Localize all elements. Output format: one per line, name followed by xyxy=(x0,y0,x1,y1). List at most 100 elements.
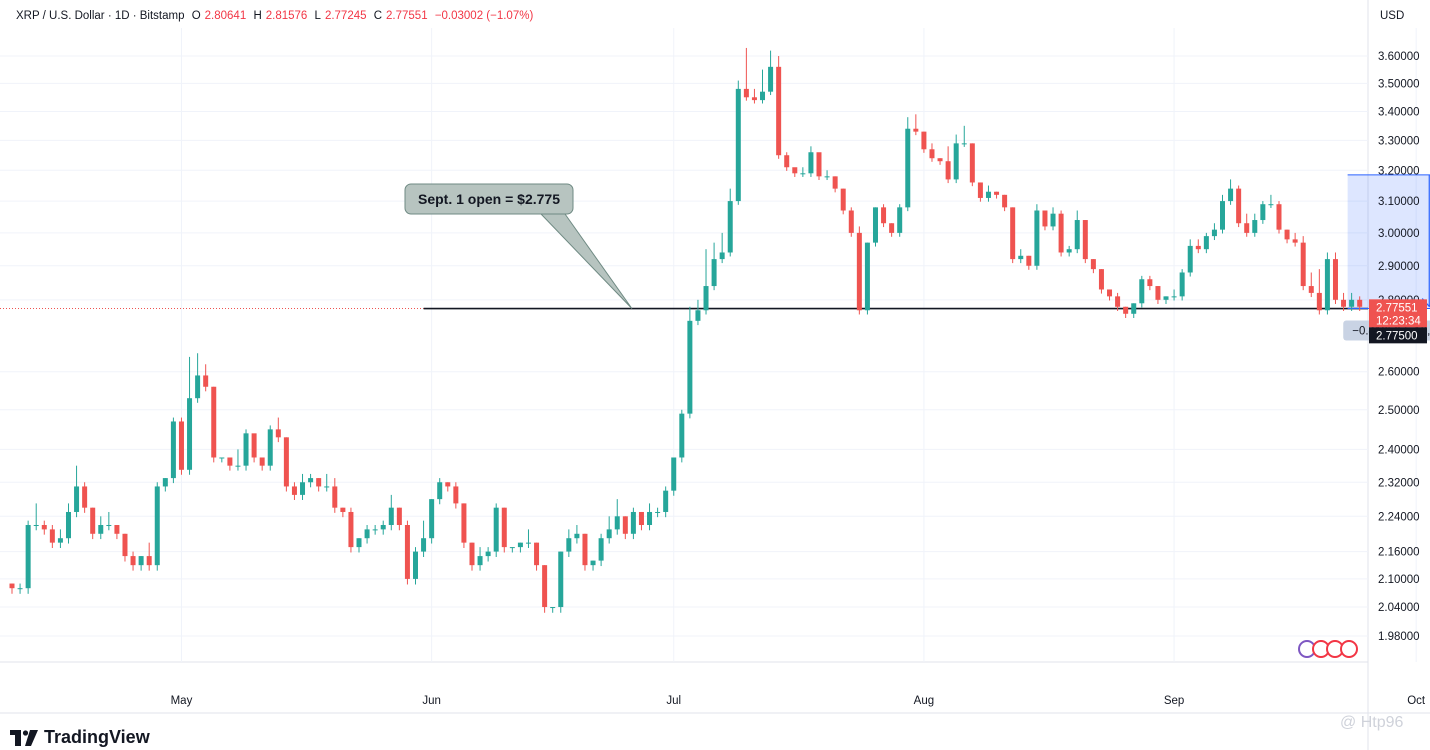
candle-body xyxy=(743,88,749,98)
candle-body xyxy=(1220,201,1225,230)
candle-body xyxy=(1042,210,1048,227)
candle-body xyxy=(590,560,596,566)
candle-body xyxy=(25,525,31,589)
candle-body xyxy=(122,533,128,557)
price-tick-label: 3.00000 xyxy=(1378,228,1420,240)
candle-body xyxy=(598,538,604,561)
price-tick-label: 2.24000 xyxy=(1378,511,1420,523)
candle-body xyxy=(1179,272,1185,297)
candle-body xyxy=(1163,296,1169,300)
candle-body xyxy=(517,542,523,548)
candle-body xyxy=(1341,299,1347,307)
candle-body xyxy=(679,413,685,458)
candle-body xyxy=(33,525,39,527)
candle-body xyxy=(897,207,903,233)
candle-body xyxy=(719,252,725,260)
candle-body xyxy=(1292,239,1298,243)
candle-body xyxy=(889,223,895,233)
candle-body xyxy=(1276,204,1282,230)
last-price-badge xyxy=(1369,299,1427,328)
candle-body xyxy=(872,207,878,243)
candle-body xyxy=(695,310,701,321)
candle-body xyxy=(558,551,564,608)
candle-body xyxy=(114,525,120,534)
price-tick-label: 2.10000 xyxy=(1378,574,1420,586)
candle-body xyxy=(1155,286,1161,300)
candle-body xyxy=(1211,229,1217,237)
candle-body xyxy=(542,565,548,608)
price-tick-label: 2.40000 xyxy=(1378,444,1420,456)
price-tick-label: 1.98000 xyxy=(1378,631,1420,643)
candle-body xyxy=(606,529,612,539)
tradingview-logo[interactable]: TradingView xyxy=(10,727,150,748)
candle-body xyxy=(332,486,338,508)
candle-body xyxy=(235,465,241,467)
candle-body xyxy=(154,486,160,566)
candle-body xyxy=(211,386,217,458)
candle-body xyxy=(1244,223,1250,233)
candle-body xyxy=(1316,292,1322,311)
crosshair-price-label: 2.77500 xyxy=(1376,330,1418,342)
low-value: 2.77245 xyxy=(324,10,367,22)
candle-body xyxy=(396,507,402,526)
candle-body xyxy=(735,88,741,202)
candle-body xyxy=(437,482,443,500)
candle-body xyxy=(1131,303,1137,314)
candle-body xyxy=(1332,259,1338,300)
candle-body xyxy=(574,533,580,539)
high-value: 2.81576 xyxy=(265,10,308,22)
symbol-title[interactable]: XRP / U.S. Dollar · 1D · Bitstamp xyxy=(16,10,185,22)
candle-body xyxy=(711,259,717,287)
candle-body xyxy=(388,507,394,526)
us-flag-icon[interactable] xyxy=(1340,640,1358,658)
event-flags[interactable] xyxy=(1298,640,1358,658)
candle-body xyxy=(985,191,991,198)
candle-body xyxy=(1139,279,1145,304)
last-price-label: 2.77551 xyxy=(1376,302,1418,314)
candle-body xyxy=(1252,220,1258,233)
candle-body xyxy=(421,538,427,552)
currency-label[interactable]: USD xyxy=(1380,10,1405,22)
candle-body xyxy=(57,538,63,543)
candle-body xyxy=(340,507,346,512)
candle-body xyxy=(187,398,193,470)
candle-body xyxy=(41,525,47,530)
candle-body xyxy=(792,167,798,174)
candle-body xyxy=(1284,229,1290,240)
crosshair-price-badge xyxy=(1369,327,1427,344)
candle-body xyxy=(178,421,184,470)
candle-body xyxy=(219,457,225,459)
time-tick-label: May xyxy=(171,695,193,707)
candle-body xyxy=(800,173,806,175)
candle-body xyxy=(687,320,693,414)
close-label: C xyxy=(373,10,383,22)
candle-body xyxy=(1010,207,1016,260)
time-tick-label: Jun xyxy=(422,695,441,707)
candle-body xyxy=(816,152,822,177)
candle-body xyxy=(82,486,88,508)
candle-body xyxy=(1107,289,1113,297)
candle-body xyxy=(275,429,281,438)
candle-body xyxy=(961,143,967,145)
candle-body xyxy=(622,516,628,534)
change-value: −0.03002 (−1.07%) xyxy=(434,10,534,22)
candle-body xyxy=(655,511,661,513)
candle-body xyxy=(1268,204,1274,206)
price-tick-label: 3.60000 xyxy=(1378,51,1420,63)
candle-body xyxy=(1357,299,1363,307)
candle-body xyxy=(1058,213,1064,253)
watermark-text: TradingView xyxy=(44,727,150,747)
candle-body xyxy=(760,91,766,101)
time-tick-label: Sep xyxy=(1164,695,1184,707)
candle-body xyxy=(1308,286,1314,293)
candle-body xyxy=(469,542,475,566)
candle-body xyxy=(864,242,870,311)
candle-body xyxy=(267,429,273,466)
candle-body xyxy=(453,486,459,504)
measure-box xyxy=(1347,174,1430,309)
candle-body xyxy=(477,556,483,566)
candle-body xyxy=(848,210,854,233)
candle-body xyxy=(630,511,636,534)
